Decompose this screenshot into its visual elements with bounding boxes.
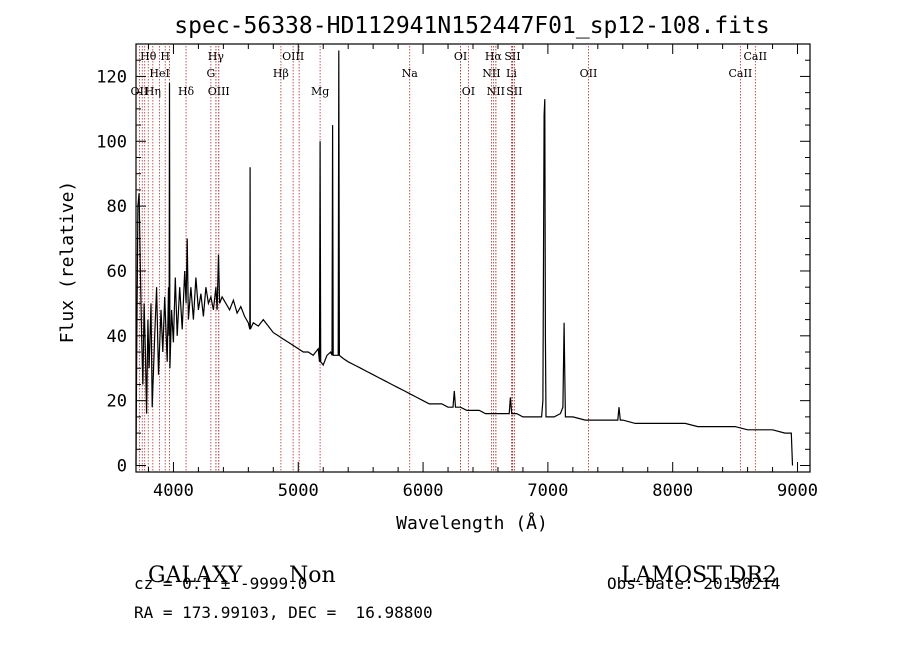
x-tick-label: 8000	[652, 481, 693, 501]
line-label: NII	[487, 85, 505, 98]
line-label: HeI	[149, 67, 169, 80]
y-tick-label: 80	[107, 197, 127, 217]
y-tick-label: 40	[107, 327, 127, 347]
x-tick-label: 7000	[527, 481, 568, 501]
y-tick-label: 120	[96, 67, 127, 87]
object-class: GALAXY	[134, 538, 242, 588]
y-tick-label: 20	[107, 392, 127, 412]
x-tick-label: 6000	[403, 481, 444, 501]
line-label: G	[206, 67, 215, 80]
line-label: Hθ	[140, 50, 157, 63]
line-label: SII	[506, 85, 522, 98]
object-subclass: Non	[275, 538, 336, 588]
y-tick-label: 0	[117, 457, 127, 477]
subclass-value: Non	[289, 563, 336, 588]
line-label: OI	[454, 50, 467, 63]
chart-title: spec-56338-HD112941N152447F01_sp12-108.f…	[174, 13, 769, 39]
spectrum-line	[135, 50, 794, 466]
line-label: NII	[482, 67, 500, 80]
y-tick-label: 60	[107, 262, 127, 282]
line-label: Hβ	[273, 67, 289, 80]
class-value: GALAXY	[148, 563, 243, 588]
x-axis-label: Wavelength (Å)	[396, 512, 548, 534]
line-label: Hγ	[208, 50, 225, 63]
survey-value: LAMOST DR2	[621, 563, 777, 588]
x-tick-label: 4000	[153, 481, 194, 501]
line-label: H	[160, 50, 170, 63]
line-label: CaII	[743, 50, 767, 63]
line-label: Mg	[311, 85, 329, 98]
line-markers	[138, 46, 756, 472]
line-label: OIII	[282, 50, 304, 63]
obs-date-text: Obs-Date: 20130214	[607, 574, 781, 593]
line-label: OII	[580, 67, 598, 80]
line-label: Hα	[485, 50, 503, 63]
y-tick-label: 100	[96, 132, 127, 152]
line-label: OIII	[208, 85, 230, 98]
line-label: OII	[131, 85, 149, 98]
line-label: Hη	[145, 85, 161, 98]
line-label: CaII	[729, 67, 753, 80]
line-label: Na	[402, 67, 419, 80]
plot-frame	[135, 43, 811, 473]
survey-name: LAMOST DR2	[607, 538, 777, 588]
line-label: SII	[504, 50, 520, 63]
axes: 4000 5000 6000 7000 8000 9000 0 20 40 60 80 100 120	[96, 43, 818, 501]
cz-text: cz = 0.1 ± -9999.0	[134, 574, 308, 593]
line-label: OI	[462, 85, 475, 98]
coords-text: RA = 173.99103, DEC = 16.98800	[134, 603, 433, 622]
line-label: Hδ	[178, 85, 195, 98]
line-label: Li	[506, 67, 517, 80]
y-axis-label: Flux (relative)	[57, 181, 78, 344]
x-tick-label: 5000	[278, 481, 319, 501]
x-tick-label: 9000	[777, 481, 818, 501]
